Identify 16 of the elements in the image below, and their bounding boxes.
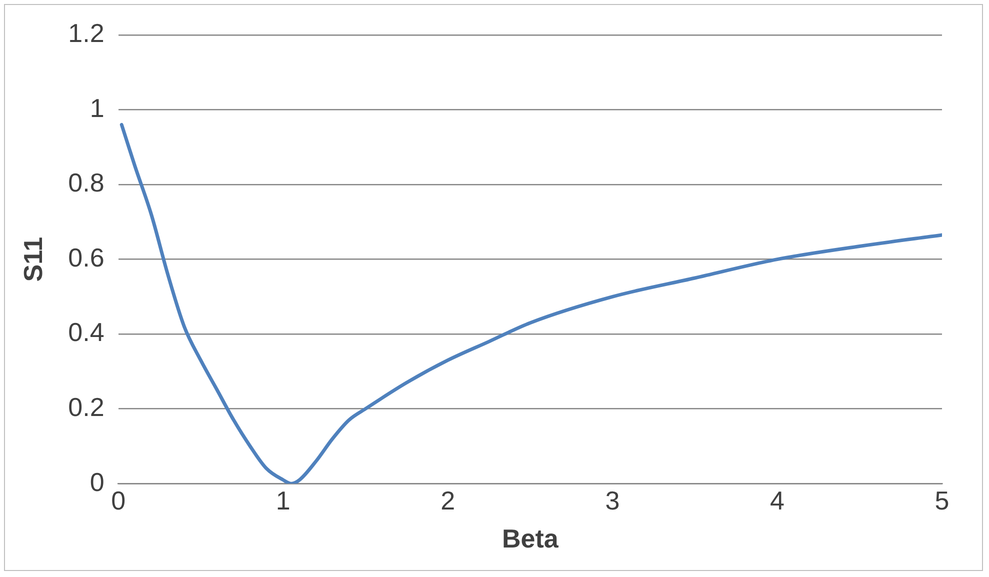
- y-tick-label: 1: [90, 92, 104, 123]
- x-tick-label: 5: [934, 485, 950, 516]
- x-tick-label: 1: [276, 485, 290, 516]
- x-tick-label: 3: [605, 485, 620, 516]
- y-tick-label: 0.2: [68, 392, 104, 422]
- x-tick-label: 0: [111, 485, 126, 516]
- y-tick-label: 0: [90, 466, 104, 497]
- line-series: [120, 122, 942, 484]
- y-tick-label: 1.2: [68, 18, 104, 48]
- y-tick-label: 0.4: [68, 317, 104, 348]
- y-axis-title: S11: [18, 236, 48, 282]
- y-tick-label: 0.6: [68, 242, 104, 272]
- y-tick-label: 0.8: [68, 168, 104, 198]
- x-tick-label: 4: [770, 485, 785, 516]
- x-tick-label: 2: [440, 485, 456, 516]
- x-axis-title: Beta: [502, 524, 559, 554]
